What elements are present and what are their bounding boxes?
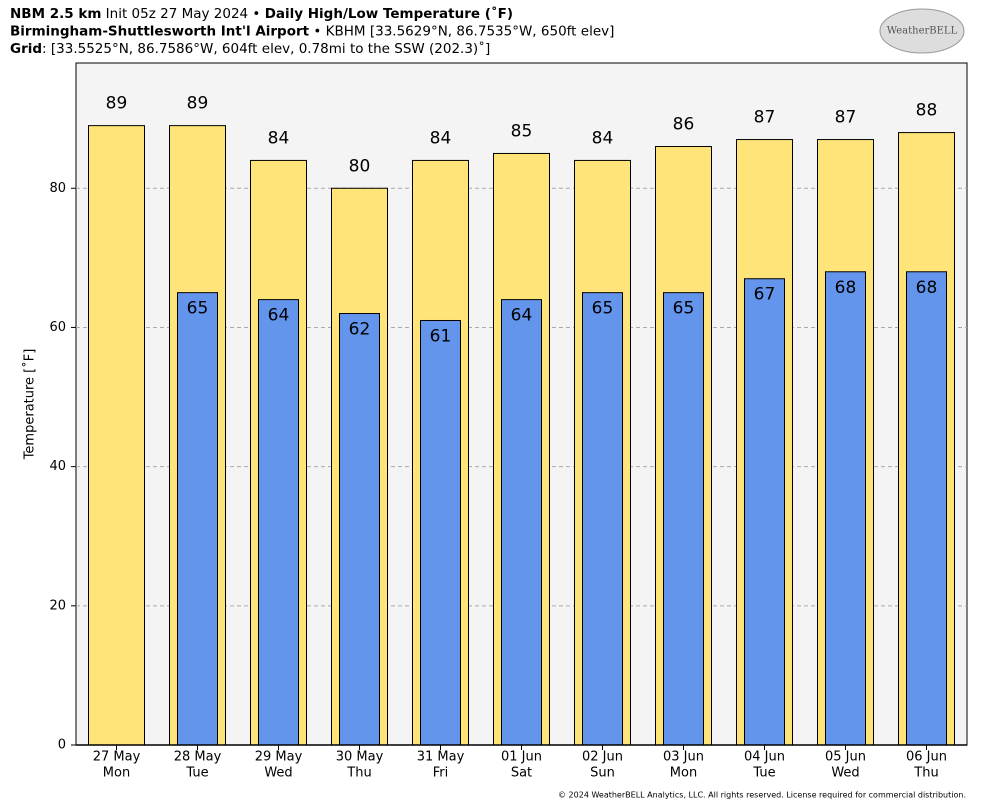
x-tick-sublabel: Tue bbox=[185, 766, 208, 781]
x-tick-sublabel: Mon bbox=[103, 766, 130, 781]
x-tick-label: 05 Jun bbox=[825, 750, 866, 765]
data-label: 64 bbox=[511, 306, 533, 326]
x-tick-sublabel: Thu bbox=[913, 766, 938, 781]
data-label: 67 bbox=[754, 285, 776, 305]
bar bbox=[501, 299, 542, 746]
header-line: Grid: [33.5525°N, 86.7586°W, 604ft elev,… bbox=[10, 40, 490, 57]
x-tick-sublabel: Sun bbox=[590, 766, 615, 781]
header-segment: Daily High/Low Temperature (˚F) bbox=[265, 5, 513, 22]
bar bbox=[88, 125, 145, 746]
y-tick-label: 20 bbox=[49, 598, 66, 613]
y-tick-label: 80 bbox=[49, 181, 66, 196]
x-tick-label: 02 Jun bbox=[582, 750, 623, 765]
x-tick-sublabel: Sat bbox=[511, 766, 532, 781]
data-label: 84 bbox=[268, 128, 290, 148]
data-label: 65 bbox=[592, 299, 614, 319]
data-label: 88 bbox=[916, 101, 938, 121]
bar bbox=[663, 292, 704, 746]
bar bbox=[258, 299, 299, 746]
data-label: 65 bbox=[187, 299, 209, 319]
logo-badge bbox=[879, 8, 965, 54]
data-label: 84 bbox=[592, 128, 614, 148]
data-label: 87 bbox=[835, 108, 857, 128]
x-tick-sublabel: Tue bbox=[752, 766, 775, 781]
y-tick-label: 0 bbox=[58, 738, 66, 753]
header-segment: NBM 2.5 km bbox=[10, 6, 101, 22]
header-line: Birmingham-Shuttlesworth Int'l Airport •… bbox=[10, 24, 614, 40]
header-line: NBM 2.5 km Init 05z 27 May 2024 • Daily … bbox=[10, 5, 513, 22]
bar bbox=[825, 271, 866, 746]
header-segment: • KBHM [33.5629°N, 86.7535°W, 650ft elev… bbox=[309, 24, 614, 40]
footer: © 2024 WeatherBELL Analytics, LLC. All r… bbox=[558, 791, 966, 800]
x-tick-label: 06 Jun bbox=[906, 750, 947, 765]
x-tick-label: 29 May bbox=[255, 750, 303, 765]
data-label: 85 bbox=[511, 121, 533, 141]
data-label: 64 bbox=[268, 306, 290, 326]
bar bbox=[177, 292, 218, 746]
data-label: 62 bbox=[349, 320, 371, 340]
bar bbox=[906, 271, 947, 746]
x-tick-sublabel: Mon bbox=[670, 766, 697, 781]
x-tick-label: 01 Jun bbox=[501, 750, 542, 765]
bar bbox=[744, 278, 785, 746]
x-tick-sublabel: Fri bbox=[433, 766, 449, 781]
data-label: 86 bbox=[673, 115, 695, 135]
y-tick-label: 40 bbox=[49, 459, 66, 474]
data-label: 89 bbox=[187, 94, 209, 114]
bar bbox=[420, 319, 461, 746]
data-label: 89 bbox=[106, 94, 128, 114]
bar bbox=[339, 313, 380, 746]
x-tick-sublabel: Wed bbox=[264, 766, 292, 781]
x-tick-label: 03 Jun bbox=[663, 750, 704, 765]
logo-text: WeatherBELL bbox=[887, 26, 958, 37]
x-tick-sublabel: Wed bbox=[831, 766, 859, 781]
x-tick-sublabel: Thu bbox=[346, 766, 371, 781]
header-segment: : [33.5525°N, 86.7586°W, 604ft elev, 0.7… bbox=[42, 40, 490, 57]
data-label: 61 bbox=[430, 326, 452, 346]
x-tick-label: 31 May bbox=[417, 750, 465, 765]
data-label: 68 bbox=[835, 278, 857, 298]
data-label: 84 bbox=[430, 128, 452, 148]
x-tick-label: 28 May bbox=[174, 750, 222, 765]
x-tick-label: 27 May bbox=[93, 750, 141, 765]
data-label: 80 bbox=[349, 156, 371, 176]
data-label: 65 bbox=[673, 299, 695, 319]
data-label: 68 bbox=[916, 278, 938, 298]
header-segment: Init 05z 27 May 2024 • bbox=[101, 6, 264, 22]
x-tick-label: 04 Jun bbox=[744, 750, 785, 765]
header-segment: Grid bbox=[10, 41, 42, 57]
y-axis-label: Temperature [˚F] bbox=[22, 349, 38, 461]
x-tick-label: 30 May bbox=[336, 750, 384, 765]
data-label: 87 bbox=[754, 108, 776, 128]
y-tick-label: 60 bbox=[49, 320, 66, 335]
bar bbox=[582, 292, 623, 746]
header-segment: Birmingham-Shuttlesworth Int'l Airport bbox=[10, 24, 310, 40]
logo: WeatherBELL bbox=[879, 8, 965, 54]
